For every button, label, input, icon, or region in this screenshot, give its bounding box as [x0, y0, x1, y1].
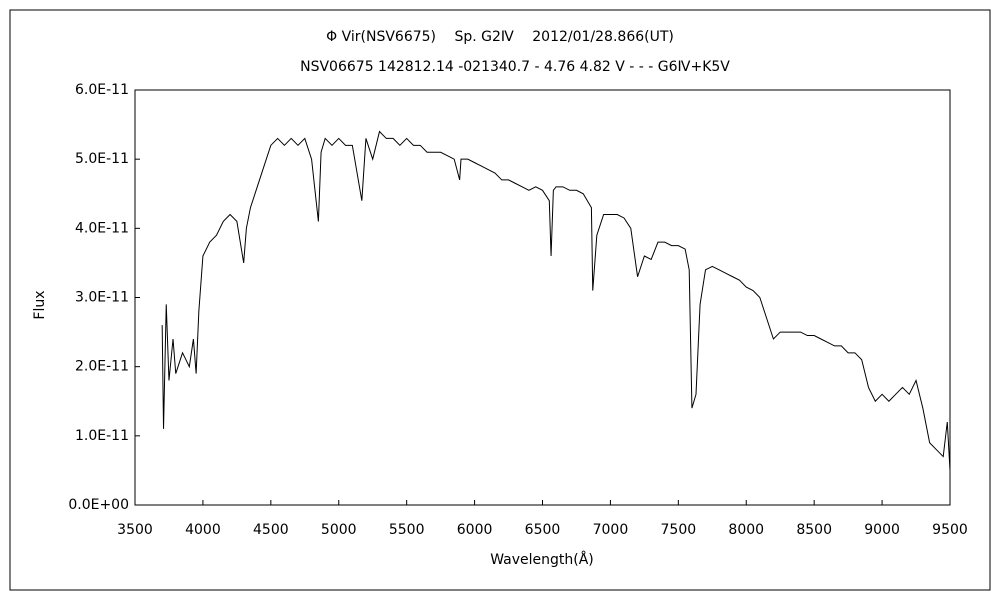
y-tick-label: 1.0E-11: [75, 428, 129, 444]
x-tick-label: 7000: [593, 522, 629, 538]
x-tick-label: 6000: [457, 522, 493, 538]
chart-title: Φ Vir(NSV6675) Sp. G2Ⅳ 2012/01/28.866(UT…: [326, 29, 674, 45]
x-axis-label: Wavelength(Å): [490, 551, 594, 568]
x-tick-label: 6500: [525, 522, 561, 538]
x-tick-label: 5500: [389, 522, 425, 538]
x-tick-label: 7500: [661, 522, 697, 538]
y-tick-label: 2.0E-11: [75, 359, 129, 375]
x-tick-label: 9500: [932, 522, 968, 538]
y-tick-label: 3.0E-11: [75, 290, 129, 306]
x-tick-label: 5000: [321, 522, 357, 538]
x-tick-label: 9000: [864, 522, 900, 538]
x-tick-label: 4000: [185, 522, 221, 538]
y-tick-label: 0.0E+00: [68, 497, 129, 513]
y-tick-label: 4.0E-11: [75, 220, 129, 236]
chart-subtitle: NSV06675 142812.14 -021340.7 - 4.76 4.82…: [300, 59, 730, 75]
spectrum-line: [161, 130, 951, 471]
chart-frame: [9, 9, 991, 591]
y-axis-label: Flux: [32, 290, 48, 319]
x-tick-label: 8000: [728, 522, 764, 538]
x-tick-label: 8500: [796, 522, 832, 538]
y-tick-label: 5.0E-11: [75, 151, 129, 167]
y-tick-label: 6.0E-11: [75, 82, 129, 98]
x-tick-label: 4500: [253, 522, 289, 538]
x-tick-label: 3500: [117, 522, 153, 538]
